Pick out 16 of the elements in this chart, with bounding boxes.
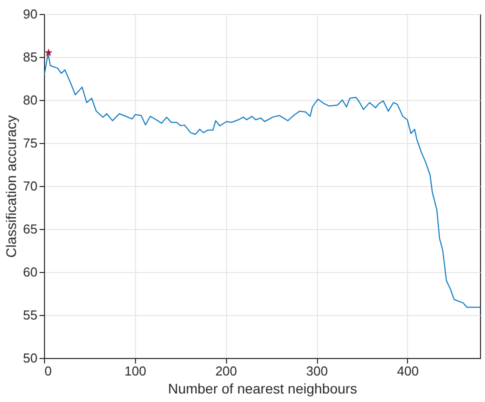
y-tick-label: 85 xyxy=(23,50,38,64)
x-tick-label: 400 xyxy=(396,364,419,378)
y-tick-label: 50 xyxy=(23,350,38,366)
y-tick-label: 55 xyxy=(23,308,38,322)
x-tick-label: 200 xyxy=(215,364,238,378)
y-axis-title: Classification accuracy xyxy=(3,115,20,258)
y-tick-label: 60 xyxy=(23,264,38,280)
y-tick-label: 90 xyxy=(23,6,38,22)
y-tick-label: 65 xyxy=(23,222,38,236)
x-tick-label: 0 xyxy=(44,364,52,378)
y-tick-label: 80 xyxy=(23,92,38,108)
x-axis-title: Number of nearest neighbours xyxy=(168,380,358,396)
x-tick-label: 300 xyxy=(306,364,328,378)
y-tick-label: 75 xyxy=(23,136,38,150)
x-tick-label: 100 xyxy=(124,364,146,378)
y-tick-label: 70 xyxy=(23,178,38,194)
